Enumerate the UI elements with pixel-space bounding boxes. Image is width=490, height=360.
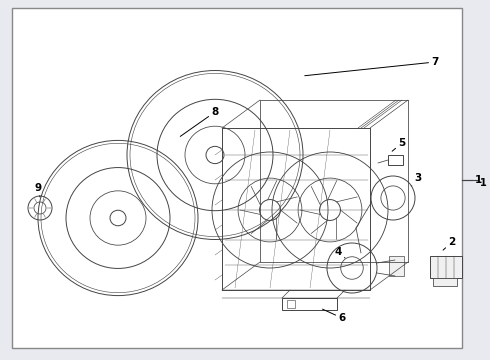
- Text: 1: 1: [475, 175, 482, 185]
- Text: 9: 9: [34, 183, 42, 197]
- Text: 5: 5: [392, 138, 406, 151]
- Bar: [389, 256, 404, 276]
- Text: 1: 1: [480, 178, 487, 188]
- Text: 4: 4: [334, 247, 345, 258]
- Bar: [430, 256, 462, 278]
- Text: 6: 6: [322, 309, 345, 323]
- Text: 7: 7: [305, 57, 439, 76]
- Bar: [388, 155, 403, 165]
- Text: 3: 3: [412, 173, 421, 186]
- Bar: [433, 278, 457, 286]
- Text: 8: 8: [180, 107, 219, 136]
- Text: 2: 2: [443, 237, 456, 250]
- Bar: [287, 300, 295, 308]
